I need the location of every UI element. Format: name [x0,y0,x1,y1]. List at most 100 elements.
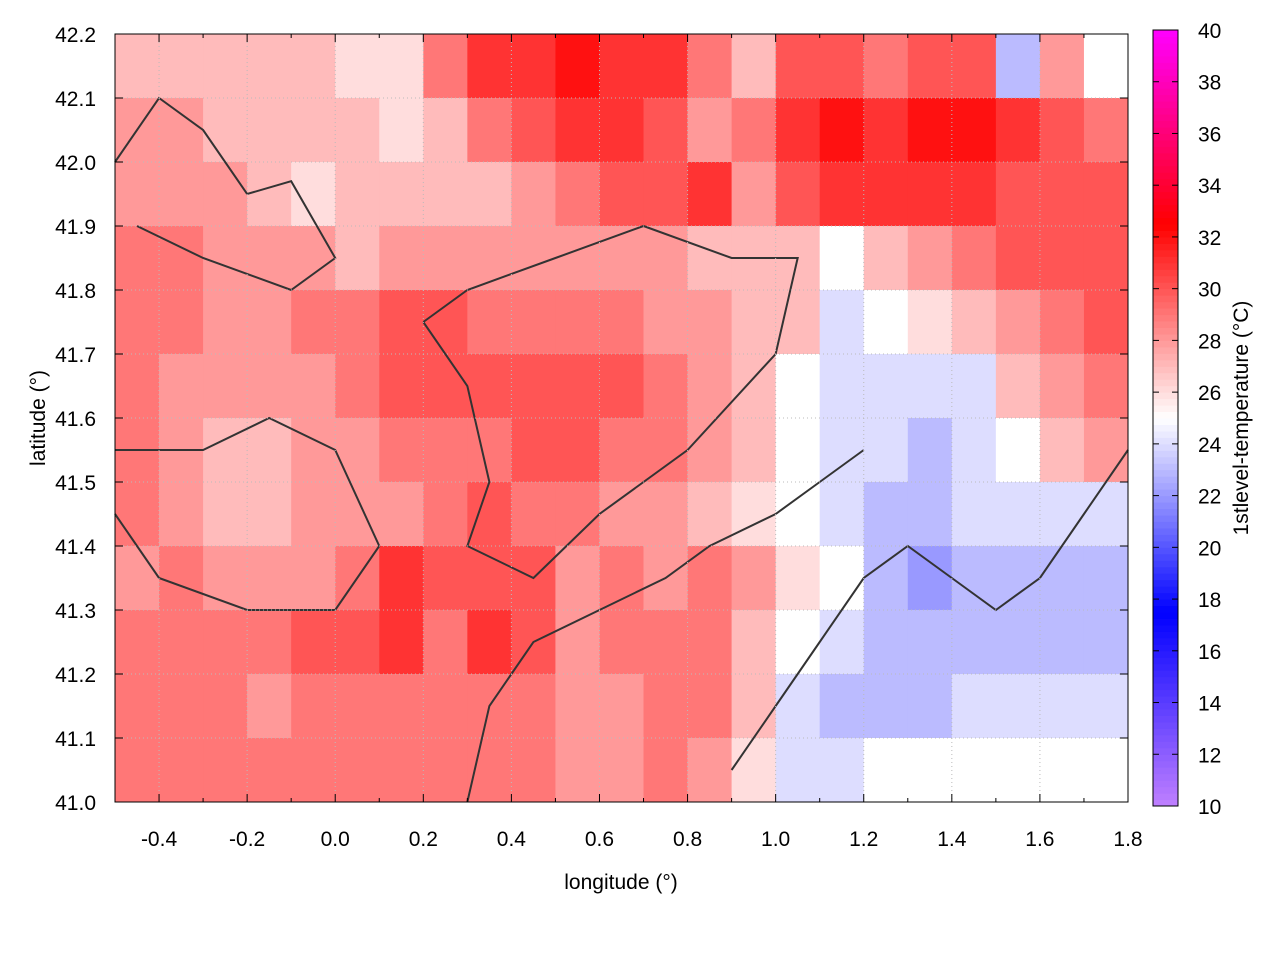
heatmap-cell [819,354,865,419]
colorbar-segment [1153,88,1178,96]
colorbar-segment [1153,469,1178,477]
heatmap-cell [951,674,997,739]
colorbar-segment [1153,728,1178,736]
heatmap-cell [423,162,468,227]
colorbar-segment [1153,282,1178,290]
heatmap-cell [159,354,204,419]
heatmap-cell [555,418,600,483]
heatmap-cell [1039,354,1085,419]
colorbar-segment [1153,450,1178,458]
colorbar-segment [1153,366,1178,374]
y-tick-label: 41.6 [55,408,96,431]
heatmap-cell [291,482,336,547]
heatmap-cell [599,738,645,803]
colorbar-segment [1153,178,1178,186]
heatmap-cell [1083,226,1129,291]
x-tick-label: -0.4 [141,828,178,851]
heatmap-cell [1039,98,1085,163]
heatmap-cell [819,98,865,163]
heatmap-cell [775,162,821,227]
heatmap-cell [951,546,997,611]
heatmap-cell [203,738,248,803]
colorbar-segment [1153,495,1178,503]
heatmap-cell [907,482,953,547]
heatmap-cell [511,290,556,355]
heatmap-cell [599,674,645,739]
colorbar-tick-label: 18 [1198,589,1221,612]
heatmap-cell [335,290,380,355]
heatmap-cell [951,98,997,163]
y-axis-ticks: 41.0 41.1 41.2 41.3 41.4 41.5 41.6 41.7 41.8 41.9… [55,24,1128,815]
colorbar-segment [1153,398,1178,406]
heatmap-cell [115,290,160,355]
colorbar-segment [1153,773,1178,781]
heatmap-cell [467,226,512,291]
heatmap-cell [687,674,733,739]
colorbar-segment [1153,198,1178,206]
colorbar-segment [1153,249,1178,257]
colorbar-segment [1153,152,1178,160]
heatmap-cell [379,34,424,99]
heatmap-cell [291,98,336,163]
colorbar-segment [1153,81,1178,89]
heatmap-cell [247,482,292,547]
heatmap-cell [599,162,645,227]
colorbar-segment [1153,68,1178,76]
heatmap-cell [159,610,204,675]
heatmap-cell [643,610,689,675]
colorbar-segment [1153,515,1178,522]
heatmap-cell [731,738,777,803]
heatmap-cell [599,354,645,419]
heatmap-cell [643,290,689,355]
heatmap-cell [995,674,1041,739]
heatmap-cell [467,290,512,355]
heatmap-cell [511,418,556,483]
heatmap-cell [951,482,997,547]
heatmap-cell [423,610,468,675]
heatmap-cell [555,226,600,291]
x-tick-label: 0.4 [497,828,527,851]
y-tick-label: 41.4 [55,536,96,559]
heatmap-cell [995,290,1041,355]
heatmap-cell [1083,34,1129,99]
heatmap-cell [467,482,512,547]
colorbar-ticks: 10 12 14 16 18 20 22 24 26 28 30 32 34 36 38 40 [1153,20,1222,819]
heatmap-cell [159,290,204,355]
y-axis-label: latitude (°) [27,370,50,466]
colorbar-segment [1153,275,1178,283]
heatmap-cell [951,226,997,291]
heatmap-cell [819,482,865,547]
heatmap-cell [511,226,556,291]
heatmap-cell [599,610,645,675]
heatmap-cell [863,610,909,675]
heatmap-cell [863,226,909,291]
colorbar-segment [1153,644,1178,652]
heatmap-cell [511,482,556,547]
heatmap-cell [907,98,953,163]
heatmap-cell [687,546,733,611]
heatmap-cell [863,738,909,803]
heatmap-cell [467,354,512,419]
colorbar-segment [1153,793,1178,801]
colorbar-segment [1153,55,1178,63]
colorbar-segment [1153,411,1178,419]
x-tick-label: 1.2 [849,828,878,851]
heatmap-cell [995,610,1041,675]
heatmap-cell [203,610,248,675]
heatmap-cell [511,98,556,163]
colorbar-segment [1153,385,1178,393]
heatmap-cell [291,354,336,419]
x-tick-label: 0.0 [321,828,350,851]
heatmap-cell [379,162,424,227]
heatmap-cell [555,290,600,355]
heatmap-cell [819,610,865,675]
colorbar-segment [1153,114,1178,122]
heatmap-cell [423,354,468,419]
heatmap-cell [863,34,909,99]
heatmap-cell [1083,418,1129,483]
heatmap-cell [775,98,821,163]
heatmap-cell [467,98,512,163]
heatmap-cell [599,546,645,611]
colorbar-segment [1153,670,1178,678]
colorbar-segment [1153,521,1178,529]
